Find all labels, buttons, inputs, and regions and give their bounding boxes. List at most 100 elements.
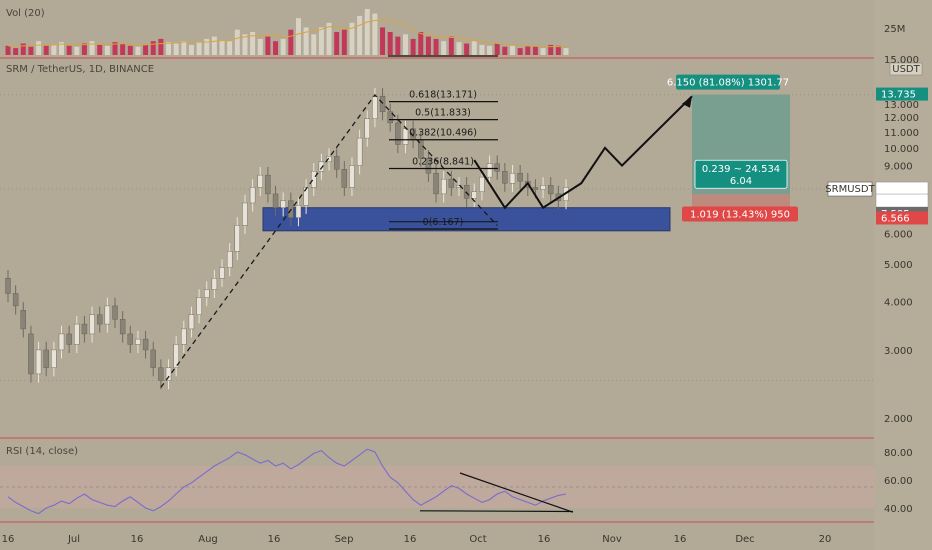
volume-bar [525,45,531,55]
candle-body [58,333,65,351]
volume-bar [395,36,401,55]
unit-badge[interactable] [889,62,923,76]
candle-body [379,96,386,112]
volume-bar [487,45,493,55]
volume-bar [418,32,424,55]
candle-body [471,191,477,199]
candle-body [265,174,271,195]
volume-bar [5,45,11,55]
candle-body [234,225,241,252]
volume-bar [219,40,225,55]
candle-body [181,328,187,345]
ratio-label-line2: 6.04 [730,176,752,187]
candle-body [326,156,332,163]
price-tag-label: 7.824 [881,184,910,195]
time-tick-label: Sep [335,534,354,545]
volume-bar [502,46,508,55]
candle-body [112,305,118,320]
volume-bar [265,36,271,55]
volume-bar [471,41,477,55]
volume-bar [51,44,57,55]
volume-scale-label-top: 25M [884,24,905,35]
volume-bar [334,32,340,55]
candle-body [43,349,49,368]
fib-level-label: 0.382(10.496) [409,128,477,139]
candle-body [74,323,80,345]
volume-bar [97,44,103,55]
time-axis: 16 Jul 16 Aug 16 Sep 16 Oct 16 Nov 16 Dec 20 [2,534,832,545]
volume-bar [135,46,141,55]
volume-bar [326,22,332,55]
volume-bar [66,45,72,55]
target-label: 6.150 (81.08%) 1301.77 [667,78,789,89]
candle-body [219,267,225,279]
fib-level-label: 0.5(11.833) [415,108,471,119]
volume-bar [364,9,370,55]
candle-body [204,289,210,298]
candle-body [479,176,485,192]
volume-bar [448,36,454,55]
time-tick-label: 16 [674,534,687,545]
time-tick-label: 16 [268,534,281,545]
candle-body [158,367,164,381]
rsi-tick-label: 60.00 [884,476,913,487]
candle-body [51,349,57,368]
candle-body [89,314,95,335]
candle-body [364,118,370,139]
candle-body [356,137,363,166]
volume-bar [173,43,179,55]
dashed-wave-line [160,93,498,388]
time-tick-label: Oct [469,534,486,545]
candle-body [150,349,156,368]
volume-bar [36,41,42,55]
volume-bar [433,38,439,55]
price-tick-label: 13.000 [884,100,919,111]
projection-arrowhead [682,96,692,108]
candle-body [463,185,470,199]
time-tick-label: Dec [735,534,754,545]
candle-body [395,122,401,145]
volume-bar [120,43,126,55]
candle-body [425,158,432,174]
symbol-badge-box [827,181,873,197]
projection-path [473,95,693,210]
volume-bar [204,38,210,55]
volume-bar [81,43,87,55]
candle-body [242,202,248,226]
volume-bar [349,22,355,55]
volume-bar [425,36,431,55]
time-tick-label: Jul [67,534,80,545]
volume-bar [494,43,500,55]
price-tag-label: 6.566 [881,213,910,224]
volume-bar [509,45,515,55]
candle-body [119,319,126,335]
volume-bar [464,43,470,55]
price-tick-label: 2.000 [884,414,913,425]
volume-bar [20,43,26,55]
volume-bar [380,27,386,55]
volume-pane [5,9,569,57]
volume-bar [288,29,294,55]
volume-ma-line [7,19,566,48]
volume-bar [387,32,393,55]
volume-bar [456,42,462,55]
stop-label-box [682,206,798,222]
ratio-label-line1: 0.239 ~ 24.534 [702,164,780,175]
volume-pane-label: Vol (20) [6,8,45,19]
price-tick-label: 5.000 [884,260,913,271]
volume-bar [532,46,538,55]
volume-bar [74,46,80,55]
volume-bar [188,44,194,55]
rsi-line [7,448,567,515]
price-tag-box [876,211,928,225]
candle-body [173,344,179,368]
time-tick-label: 16 [538,534,551,545]
candle-body [188,314,195,330]
fib-level-label: 0.236(8.841) [412,157,474,168]
candle-body [448,178,455,188]
candle-body [548,185,554,195]
volume-bar [548,44,554,55]
candle-body [35,349,42,375]
